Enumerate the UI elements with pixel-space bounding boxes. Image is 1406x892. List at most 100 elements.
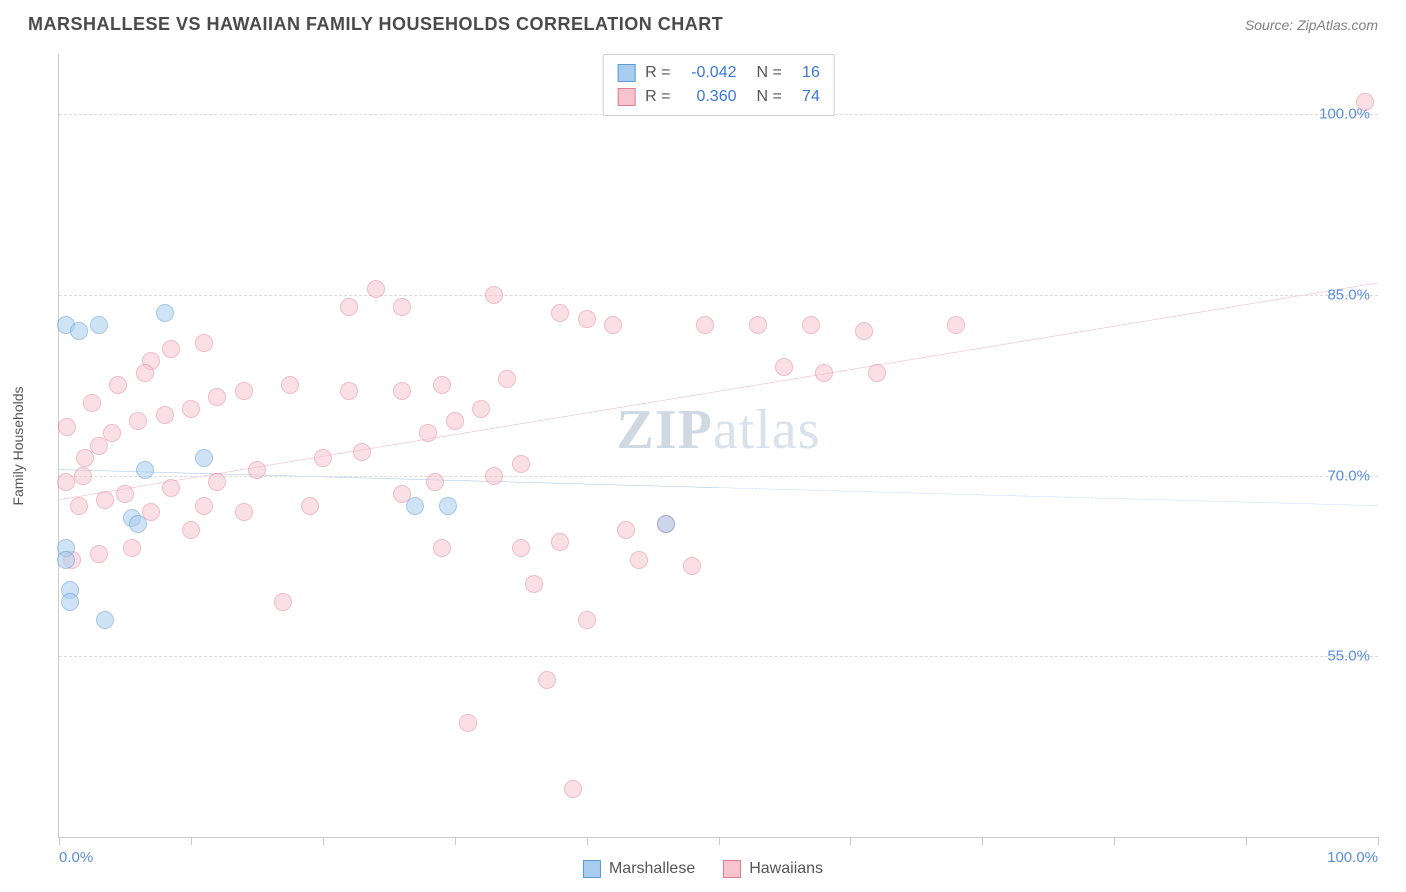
scatter-point-hawaiians [1356, 93, 1374, 111]
scatter-point-hawaiians [578, 310, 596, 328]
x-tick [850, 837, 851, 845]
x-tick [1378, 837, 1379, 845]
scatter-point-hawaiians [485, 467, 503, 485]
scatter-point-hawaiians [58, 418, 76, 436]
scatter-point-hawaiians [353, 443, 371, 461]
legend-swatch [617, 88, 635, 106]
scatter-point-hawaiians [57, 473, 75, 491]
legend-label: Hawaiians [749, 860, 823, 878]
n-value: 74 [792, 85, 820, 109]
scatter-point-hawaiians [749, 316, 767, 334]
scatter-point-hawaiians [281, 376, 299, 394]
scatter-point-hawaiians [393, 298, 411, 316]
scatter-point-hawaiians [947, 316, 965, 334]
legend-swatch [583, 860, 601, 878]
scatter-point-hawaiians [136, 364, 154, 382]
x-tick [587, 837, 588, 845]
scatter-point-hawaiians [472, 400, 490, 418]
scatter-point-marshallese [61, 593, 79, 611]
x-tick [455, 837, 456, 845]
scatter-point-hawaiians [630, 551, 648, 569]
scatter-point-hawaiians [683, 557, 701, 575]
y-tick-label: 70.0% [1327, 467, 1370, 484]
scatter-point-hawaiians [182, 400, 200, 418]
scatter-point-marshallese [657, 515, 675, 533]
scatter-point-hawaiians [815, 364, 833, 382]
scatter-point-hawaiians [208, 473, 226, 491]
x-tick-label: 0.0% [59, 849, 93, 866]
scatter-point-hawaiians [512, 539, 530, 557]
n-label: N = [757, 61, 782, 85]
legend-label: Marshallese [609, 860, 695, 878]
r-label: R = [645, 61, 670, 85]
scatter-point-hawaiians [564, 780, 582, 798]
scatter-point-hawaiians [162, 340, 180, 358]
scatter-point-hawaiians [446, 412, 464, 430]
stats-row: R = 0.360 N = 74 [617, 85, 820, 109]
chart-title: MARSHALLESE VS HAWAIIAN FAMILY HOUSEHOLD… [28, 14, 723, 35]
scatter-point-marshallese [57, 551, 75, 569]
scatter-point-hawaiians [116, 485, 134, 503]
x-tick [1114, 837, 1115, 845]
scatter-point-hawaiians [604, 316, 622, 334]
trendline-dashed [719, 488, 1379, 506]
bottom-legend: Marshallese Hawaiians [583, 860, 823, 878]
scatter-point-hawaiians [70, 497, 88, 515]
x-tick [323, 837, 324, 845]
scatter-point-hawaiians [367, 280, 385, 298]
scatter-point-hawaiians [512, 455, 530, 473]
r-value: 0.360 [681, 85, 737, 109]
chart-area: Family Households ZIPatlas R =-0.042N =1… [28, 54, 1378, 838]
x-tick [191, 837, 192, 845]
legend-item: Hawaiians [723, 860, 823, 878]
scatter-point-hawaiians [525, 575, 543, 593]
scatter-point-hawaiians [802, 316, 820, 334]
scatter-point-hawaiians [162, 479, 180, 497]
x-tick [719, 837, 720, 845]
scatter-point-hawaiians [433, 539, 451, 557]
stats-row: R =-0.042N =16 [617, 61, 820, 85]
scatter-point-hawaiians [129, 412, 147, 430]
stats-legend-box: R =-0.042N =16R =0.360N =74 [602, 54, 835, 116]
scatter-point-hawaiians [551, 304, 569, 322]
trend-lines-svg [59, 54, 1378, 837]
x-tick [1246, 837, 1247, 845]
scatter-point-hawaiians [208, 388, 226, 406]
scatter-point-hawaiians [195, 497, 213, 515]
scatter-point-hawaiians [775, 358, 793, 376]
scatter-point-hawaiians [274, 593, 292, 611]
scatter-point-hawaiians [551, 533, 569, 551]
n-label: N = [757, 85, 782, 109]
scatter-point-hawaiians [578, 611, 596, 629]
y-tick-label: 55.0% [1327, 648, 1370, 665]
header: MARSHALLESE VS HAWAIIAN FAMILY HOUSEHOLD… [0, 0, 1406, 45]
scatter-point-hawaiians [109, 376, 127, 394]
r-label: R = [645, 85, 670, 109]
scatter-point-hawaiians [617, 521, 635, 539]
scatter-point-hawaiians [156, 406, 174, 424]
scatter-point-marshallese [90, 316, 108, 334]
scatter-point-marshallese [439, 497, 457, 515]
scatter-point-marshallese [156, 304, 174, 322]
legend-item: Marshallese [583, 860, 695, 878]
scatter-point-hawaiians [459, 714, 477, 732]
x-tick [982, 837, 983, 845]
scatter-point-marshallese [70, 322, 88, 340]
scatter-point-hawaiians [340, 382, 358, 400]
scatter-point-marshallese [96, 611, 114, 629]
scatter-point-hawaiians [123, 539, 141, 557]
scatter-point-hawaiians [393, 382, 411, 400]
scatter-point-hawaiians [426, 473, 444, 491]
gridline-h [59, 656, 1378, 657]
scatter-point-hawaiians [235, 382, 253, 400]
r-value: -0.042 [681, 61, 737, 85]
scatter-point-hawaiians [96, 491, 114, 509]
scatter-point-hawaiians [83, 394, 101, 412]
y-axis-title: Family Households [10, 386, 26, 505]
scatter-point-hawaiians [74, 467, 92, 485]
scatter-point-hawaiians [248, 461, 266, 479]
scatter-point-hawaiians [419, 424, 437, 442]
scatter-point-marshallese [406, 497, 424, 515]
scatter-point-marshallese [129, 515, 147, 533]
scatter-point-hawaiians [340, 298, 358, 316]
